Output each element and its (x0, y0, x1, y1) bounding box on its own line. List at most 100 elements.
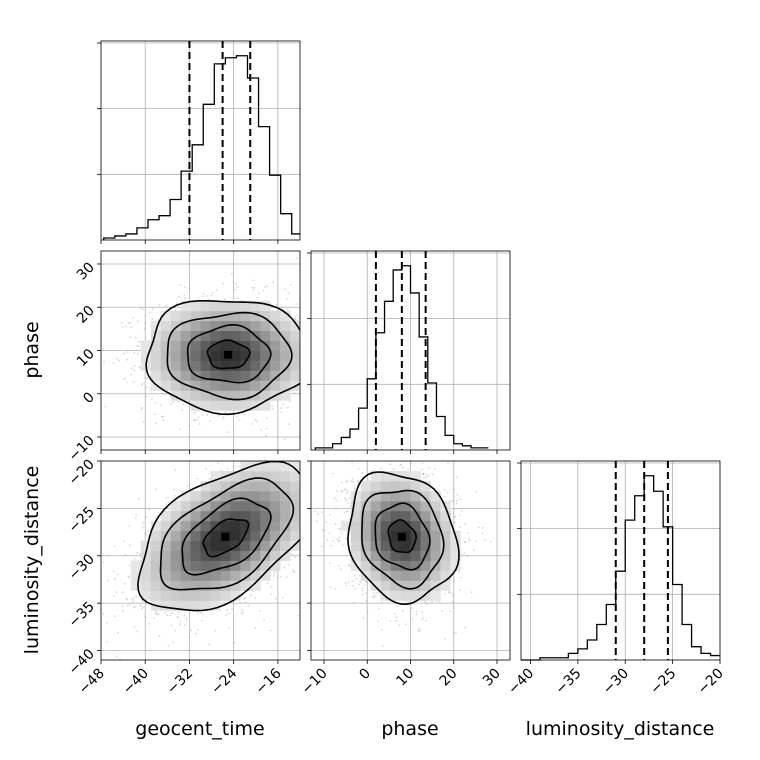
density-cell (240, 540, 251, 551)
sample-point (178, 428, 181, 431)
density-cell (210, 490, 221, 502)
sample-point (210, 294, 213, 297)
sample-point (343, 386, 345, 388)
sample-point (142, 420, 145, 423)
density-cell (260, 530, 271, 541)
x-tick-label: −24 (208, 665, 240, 697)
sample-point (312, 489, 314, 491)
sample-point (424, 476, 427, 479)
density-cell (170, 390, 182, 401)
density-cell (240, 480, 251, 492)
density-cell (150, 330, 162, 341)
sample-point (468, 540, 470, 542)
sample-point (244, 597, 247, 600)
density-cell (170, 310, 182, 322)
density-cell (150, 530, 162, 541)
sample-point (128, 564, 131, 567)
sample-point (132, 597, 135, 600)
density-cell (230, 320, 241, 331)
sample-point (301, 385, 303, 387)
y-tick-label: 10 (74, 346, 98, 370)
sample-point (316, 436, 318, 438)
sample-point (259, 428, 262, 431)
density-cell (190, 330, 201, 341)
density-cell (150, 340, 162, 351)
sample-point (301, 475, 303, 477)
density-cell (140, 340, 152, 351)
sample-point (332, 379, 334, 381)
sample-point (138, 366, 141, 368)
sample-point (307, 349, 309, 351)
sample-point (287, 455, 289, 457)
sample-point (319, 369, 321, 371)
density-cell (230, 340, 241, 351)
sample-point (148, 508, 151, 511)
sample-point (174, 309, 177, 312)
sample-point (115, 655, 118, 658)
sample-point (361, 587, 364, 589)
density-cell (260, 500, 271, 512)
sample-point (395, 619, 398, 622)
sample-point (133, 365, 136, 367)
sample-point (135, 513, 138, 516)
density-cell (270, 461, 281, 472)
y-tick-label: 20 (74, 303, 98, 327)
density-cell (160, 380, 172, 391)
density-cell (170, 540, 182, 551)
sample-point (490, 540, 492, 543)
sample-point (308, 543, 310, 545)
sample-point (360, 342, 362, 344)
sample-point (466, 532, 469, 534)
sample-point (130, 367, 133, 370)
sample-point (444, 638, 447, 640)
sample-point (244, 601, 247, 603)
sample-point (285, 440, 287, 442)
density-cell (180, 570, 191, 581)
sample-point (319, 336, 321, 338)
sample-point (133, 626, 136, 628)
contour-line (137, 461, 300, 612)
x-tick-label: −20 (695, 666, 727, 698)
density-cell (180, 320, 191, 331)
sample-point (411, 617, 414, 620)
density-cell (170, 510, 182, 522)
density-cell (210, 350, 221, 361)
density-cell (250, 370, 261, 381)
sample-point (145, 386, 148, 389)
sample-point (311, 480, 313, 482)
sample-point (337, 525, 339, 527)
density-cell (280, 330, 291, 341)
density-cell (280, 360, 291, 371)
sample-point (347, 466, 349, 468)
sample-point (293, 318, 296, 320)
density-cell (280, 370, 291, 381)
sample-point (169, 394, 171, 397)
sample-point (236, 286, 239, 289)
density-cell (230, 310, 241, 322)
sample-point (197, 416, 200, 418)
density-cell (250, 350, 261, 361)
sample-point (365, 580, 368, 583)
sample-point (450, 610, 452, 613)
sample-point (422, 458, 424, 460)
panel-frame (100, 40, 301, 241)
sample-point (172, 641, 174, 644)
sample-point (222, 282, 225, 285)
density-cell (230, 370, 241, 381)
sample-point (265, 434, 267, 437)
sample-point (163, 472, 165, 474)
density-cell (210, 500, 221, 512)
density-cell (250, 310, 261, 322)
sample-point (255, 434, 257, 436)
sample-point (326, 359, 328, 361)
sample-point (214, 629, 217, 632)
density-cell (290, 471, 300, 482)
joint-density (103, 257, 362, 474)
density-cell (190, 600, 201, 611)
density-cell (220, 540, 231, 551)
sample-point (305, 412, 307, 414)
sample-point (162, 419, 165, 421)
sample-point (190, 629, 192, 632)
density-cell (280, 380, 291, 391)
